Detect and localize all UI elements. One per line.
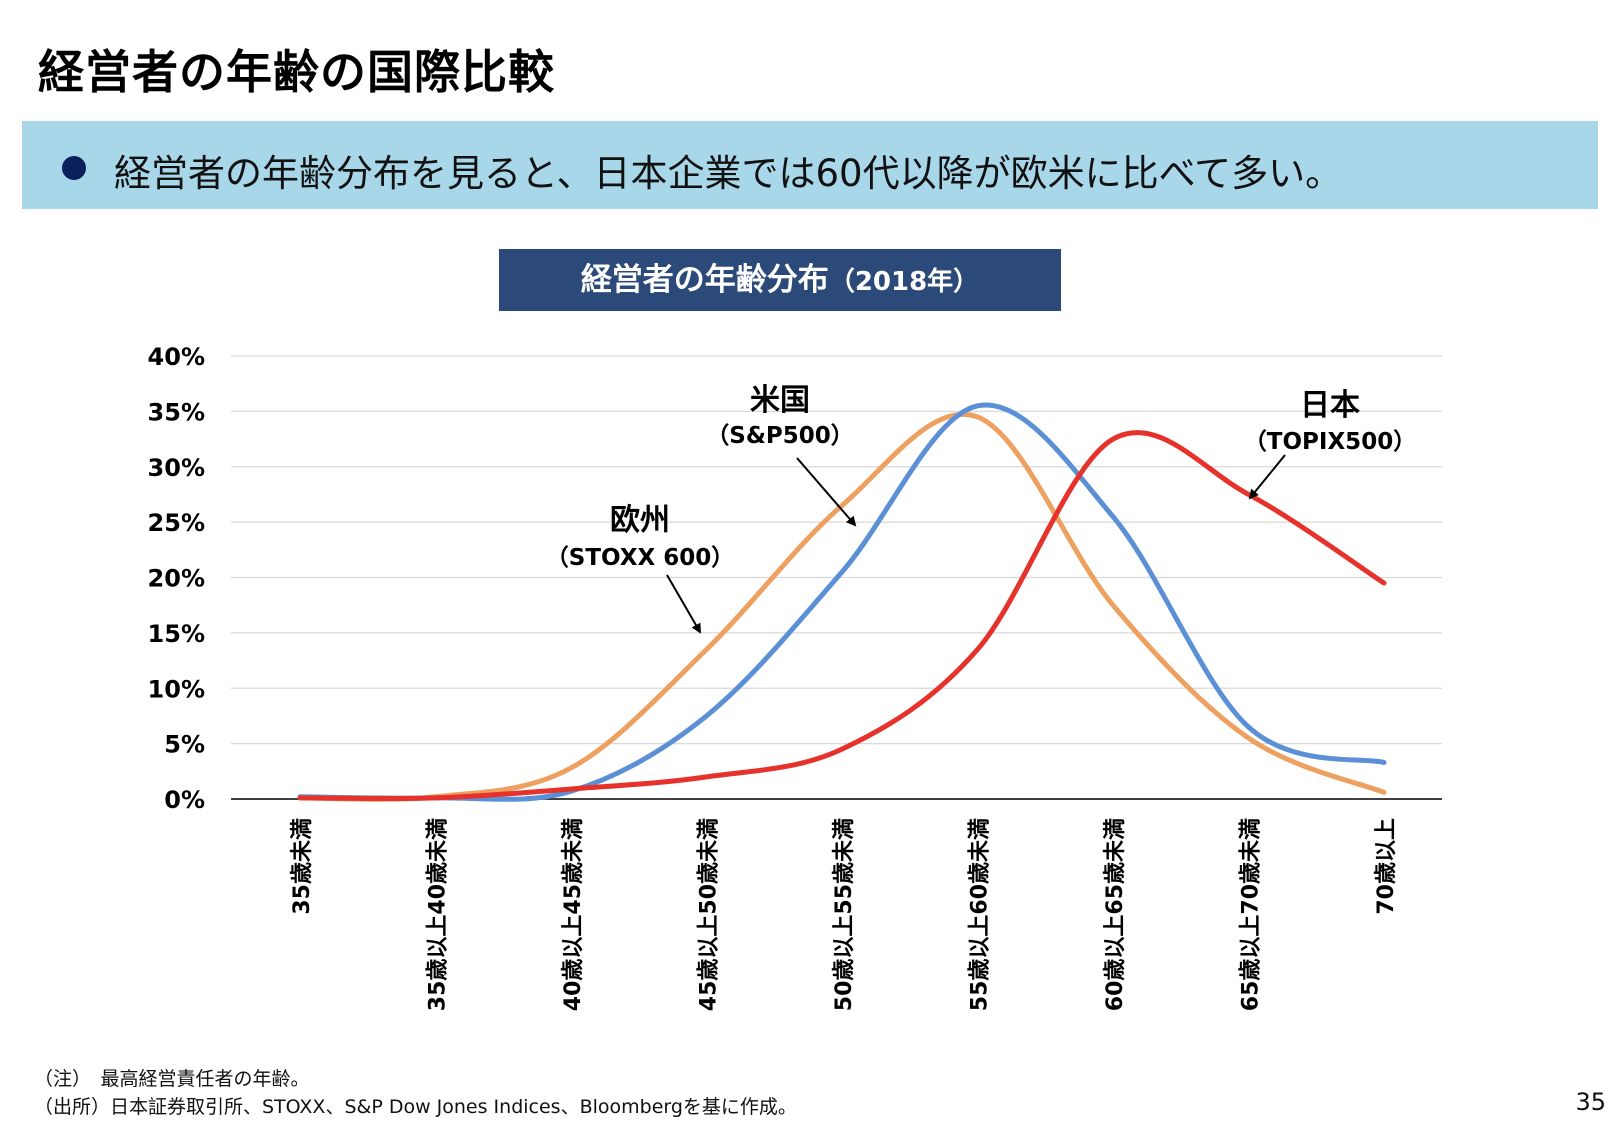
annotation-arrow: [666, 574, 702, 634]
x-tick-label: 35歳以上40歳未満: [425, 818, 451, 1011]
y-tick-label: 25%: [148, 509, 205, 537]
source-text: （出所）日本証券取引所、STOXX、S&P Dow Jones Indices、…: [34, 1096, 797, 1118]
x-tick-label: 40歳以上45歳未満: [560, 818, 586, 1011]
bullet-icon: [62, 156, 86, 180]
y-tick-label: 5%: [164, 731, 205, 759]
series-sub-label: （STOXX 600）: [546, 544, 734, 571]
series-annotations: 米国 （S&P500） 欧州 （STOXX 600） 日本 （TOPIX500）: [546, 383, 1416, 634]
x-tick-label: 70歳以上: [1374, 818, 1399, 915]
series-line-1: [297, 412, 1387, 802]
series-line-0: [297, 402, 1387, 802]
x-tick-label: 45歳以上50歳未満: [696, 818, 722, 1011]
chart-title: 経営者の年齢分布（2018年）: [499, 249, 1061, 311]
series-name-label: 米国: [750, 383, 810, 418]
y-tick-label: 20%: [148, 565, 205, 593]
series-sub-label: （S&P500）: [706, 422, 854, 449]
chart-title-year: （2018年）: [828, 267, 980, 297]
annotation-arrow: [1248, 454, 1286, 500]
annotation-arrow: [796, 457, 857, 527]
y-tick-label: 10%: [148, 675, 205, 703]
x-tick-label: 55歳以上60歳未満: [967, 818, 993, 1011]
series-lines: [297, 402, 1387, 802]
y-tick-label: 15%: [148, 620, 205, 648]
x-tick-label: 50歳以上55歳未満: [831, 818, 857, 1011]
x-tick-label: 60歳以上65歳未満: [1102, 818, 1128, 1011]
grid-lines: [231, 355, 1442, 800]
summary-banner: [22, 121, 1598, 209]
page-number: 35: [1575, 1088, 1606, 1116]
note-text: （注） 最高経営責任者の年齢。: [34, 1068, 310, 1090]
series-name-label: 日本: [1300, 388, 1360, 423]
x-tick-label: 65歳以上70歳未満: [1238, 818, 1264, 1011]
series-name-label: 欧州: [610, 503, 670, 538]
y-tick-label: 40%: [148, 343, 205, 371]
chart-title-main: 経営者の年齢分布: [580, 262, 829, 298]
x-axis-ticks: 35歳未満 35歳以上40歳未満 40歳以上45歳未満 45歳以上50歳未満 50歳以上…: [289, 818, 1399, 1011]
y-tick-label: 30%: [148, 454, 205, 482]
y-axis-ticks: 0% 5% 10% 15% 20% 25% 30% 35% 40%: [148, 343, 205, 814]
summary-text: 経営者の年齢分布を見ると、日本企業では60代以降が欧米に比べて多い。: [114, 152, 1343, 195]
y-tick-label: 0%: [164, 786, 205, 814]
page-title: 経営者の年齢の国際比較: [38, 45, 555, 99]
series-sub-label: （TOPIX500）: [1244, 428, 1416, 455]
y-tick-label: 35%: [148, 398, 205, 426]
series-line-2: [297, 430, 1387, 802]
x-tick-label: 35歳未満: [289, 818, 315, 915]
